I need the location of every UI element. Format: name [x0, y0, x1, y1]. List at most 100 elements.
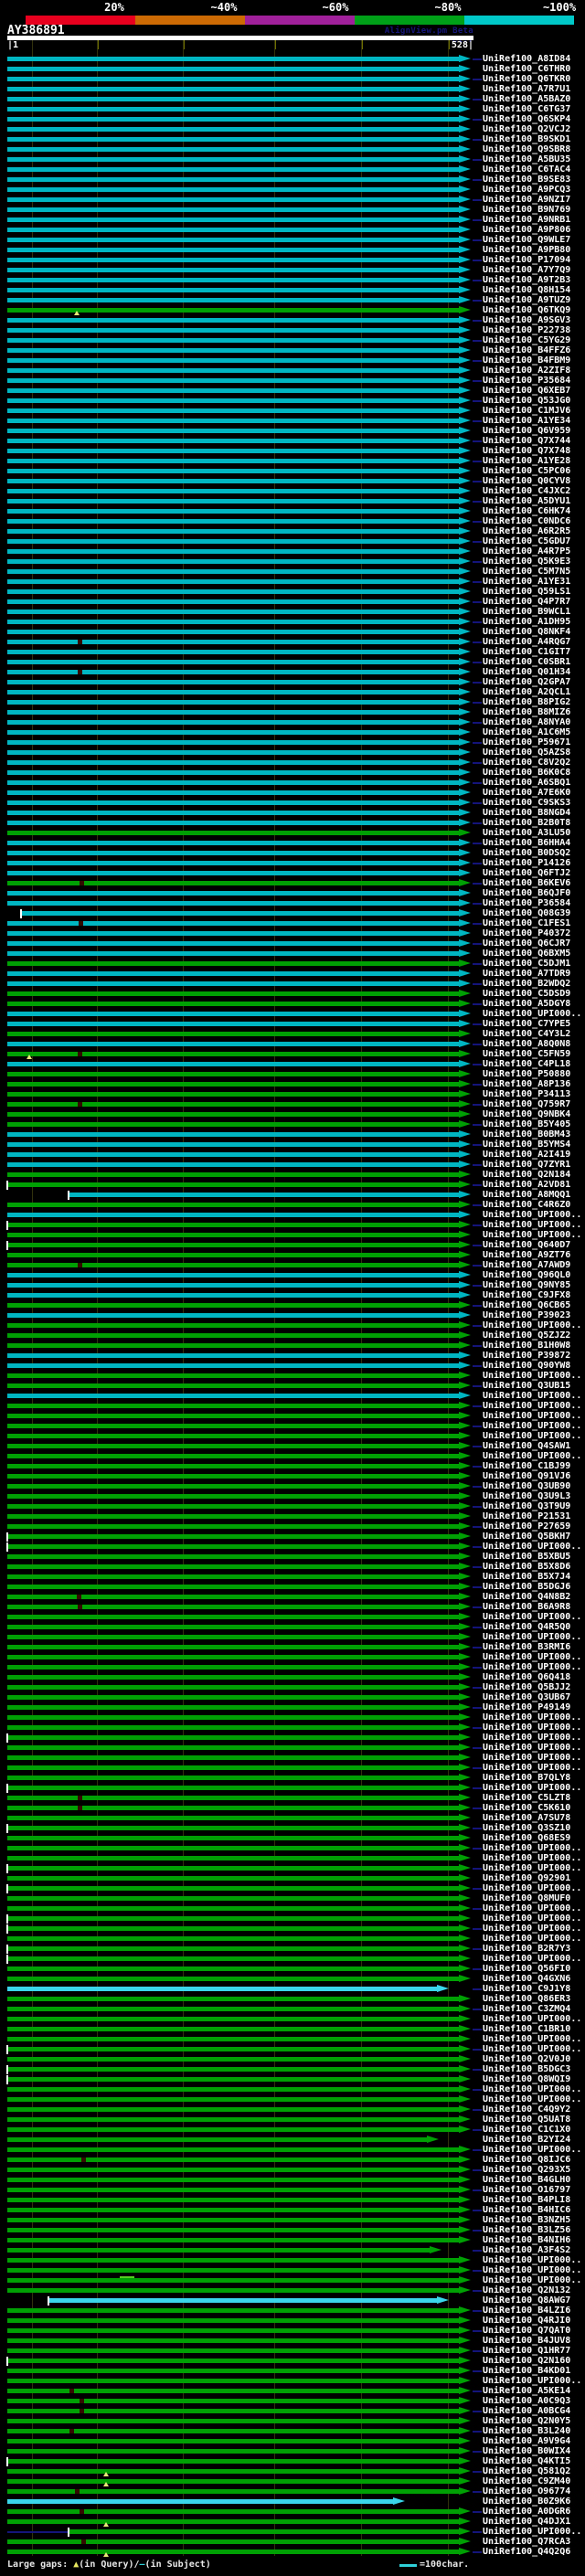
coverage-bar[interactable] — [7, 1564, 459, 1569]
coverage-bar[interactable] — [7, 67, 459, 71]
subject-id-label[interactable]: UniRef100_B6KEV6 — [483, 878, 571, 888]
coverage-bar[interactable] — [7, 700, 459, 705]
coverage-bar[interactable] — [69, 2529, 459, 2534]
coverage-bar[interactable] — [7, 358, 459, 363]
coverage-bar[interactable] — [7, 589, 459, 594]
subject-id-label[interactable]: UniRef100_Q5AZS8 — [483, 747, 571, 758]
coverage-bar[interactable] — [7, 730, 459, 735]
subject-id-label[interactable]: UniRef100_UPI000.. — [483, 1934, 582, 1944]
subject-id-label[interactable]: UniRef100_B4FBM9 — [483, 355, 571, 366]
subject-id-label[interactable]: UniRef100_A5DGY8 — [483, 999, 571, 1009]
coverage-bar[interactable] — [7, 1675, 459, 1680]
subject-id-label[interactable]: UniRef100_UPI000.. — [483, 1220, 582, 1230]
coverage-bar[interactable] — [7, 147, 459, 152]
coverage-bar[interactable] — [7, 479, 459, 483]
subject-id-label[interactable]: UniRef100_UPI000.. — [483, 2255, 582, 2265]
coverage-bar[interactable] — [7, 1936, 459, 1941]
coverage-bar[interactable] — [7, 1042, 459, 1046]
subject-id-label[interactable]: UniRef100_A9SGV3 — [483, 315, 571, 325]
coverage-bar[interactable] — [7, 97, 459, 101]
subject-id-label[interactable]: UniRef100_Q8H154 — [483, 285, 571, 295]
subject-id-label[interactable]: UniRef100_A4RQG7 — [483, 637, 571, 647]
coverage-bar[interactable] — [7, 610, 459, 614]
coverage-bar[interactable] — [7, 2057, 459, 2062]
coverage-bar[interactable] — [7, 77, 459, 81]
coverage-bar[interactable] — [7, 1102, 459, 1107]
coverage-bar[interactable] — [7, 2007, 459, 2011]
subject-id-label[interactable]: UniRef100_Q9SBR8 — [483, 144, 571, 154]
subject-id-label[interactable]: UniRef100_UPI000.. — [483, 1371, 582, 1381]
coverage-bar[interactable] — [7, 2479, 459, 2484]
subject-id-label[interactable]: UniRef100_C9JFX8 — [483, 1290, 571, 1300]
coverage-bar[interactable] — [7, 811, 459, 815]
subject-id-label[interactable]: UniRef100_C6TG37 — [483, 104, 571, 114]
coverage-bar[interactable] — [7, 1082, 459, 1087]
coverage-bar[interactable] — [7, 1997, 459, 2001]
coverage-bar[interactable] — [7, 1615, 459, 1619]
coverage-bar[interactable] — [7, 1886, 459, 1891]
coverage-bar[interactable] — [7, 2509, 459, 2514]
subject-id-label[interactable]: UniRef100_Q96QL0 — [483, 1270, 571, 1280]
coverage-bar[interactable] — [7, 2539, 459, 2544]
subject-id-label[interactable]: UniRef100_UPI000.. — [483, 2376, 582, 2386]
coverage-bar[interactable] — [7, 207, 459, 212]
coverage-bar[interactable] — [7, 1946, 459, 1951]
subject-id-label[interactable]: UniRef100_B5XBU5 — [483, 1552, 571, 1562]
subject-id-label[interactable]: UniRef100_A7AWD9 — [483, 1260, 571, 1270]
subject-id-label[interactable]: UniRef100_B3NZH5 — [483, 2215, 571, 2225]
coverage-bar[interactable] — [7, 1353, 459, 1358]
subject-id-label[interactable]: UniRef100_Q2N132 — [483, 2285, 571, 2295]
subject-id-label[interactable]: UniRef100_UPI000.. — [483, 1954, 582, 1964]
subject-id-label[interactable]: UniRef100_A8ID84 — [483, 54, 571, 64]
subject-id-label[interactable]: UniRef100_C1BJ99 — [483, 1461, 571, 1471]
subject-id-label[interactable]: UniRef100_A7TDR9 — [483, 969, 571, 979]
subject-id-label[interactable]: UniRef100_C6HK74 — [483, 506, 571, 516]
subject-id-label[interactable]: UniRef100_C6THR0 — [483, 64, 571, 74]
subject-id-label[interactable]: UniRef100_A2QCL1 — [483, 687, 571, 697]
coverage-bar[interactable] — [7, 800, 459, 805]
coverage-bar[interactable] — [7, 1595, 459, 1599]
subject-id-label[interactable]: UniRef100_A9NRB1 — [483, 215, 571, 225]
subject-id-label[interactable]: UniRef100_A1YE28 — [483, 456, 571, 466]
subject-id-label[interactable]: UniRef100_UPI000.. — [483, 2145, 582, 2155]
coverage-bar[interactable] — [7, 921, 459, 926]
coverage-bar[interactable] — [7, 57, 459, 61]
subject-id-label[interactable]: UniRef100_A0C9Q3 — [483, 2396, 571, 2406]
subject-id-label[interactable]: UniRef100_A6R2R5 — [483, 526, 571, 536]
coverage-bar[interactable] — [7, 228, 459, 232]
coverage-bar[interactable] — [7, 1263, 459, 1267]
subject-id-label[interactable]: UniRef100_B2R7Y3 — [483, 1944, 571, 1954]
coverage-bar[interactable] — [7, 559, 459, 564]
coverage-bar[interactable] — [7, 298, 459, 302]
coverage-bar[interactable] — [7, 1574, 459, 1579]
coverage-bar[interactable] — [7, 1343, 459, 1348]
coverage-bar[interactable] — [7, 509, 459, 514]
coverage-bar[interactable] — [7, 539, 459, 544]
coverage-bar[interactable] — [7, 1876, 459, 1881]
coverage-bar[interactable] — [7, 1474, 459, 1479]
subject-id-label[interactable]: UniRef100_UPI000.. — [483, 1853, 582, 1863]
coverage-bar[interactable] — [48, 2298, 437, 2303]
subject-id-label[interactable]: UniRef100_UPI000.. — [483, 1230, 582, 1240]
coverage-bar[interactable] — [7, 750, 459, 755]
subject-id-label[interactable]: UniRef100_Q2GPA7 — [483, 677, 571, 687]
subject-id-label[interactable]: UniRef100_Q0CYV8 — [483, 476, 571, 486]
subject-id-label[interactable]: UniRef100_B8NGD4 — [483, 808, 571, 818]
coverage-bar[interactable] — [7, 1112, 459, 1117]
coverage-bar[interactable] — [7, 137, 459, 142]
subject-id-label[interactable]: UniRef100_Q3SZ10 — [483, 1823, 571, 1833]
coverage-bar[interactable] — [7, 1233, 459, 1237]
subject-id-label[interactable]: UniRef100_UPI000.. — [483, 2014, 582, 2024]
coverage-bar[interactable] — [7, 429, 459, 433]
coverage-bar[interactable] — [7, 1122, 459, 1127]
subject-id-label[interactable]: UniRef100_Q3T9U9 — [483, 1501, 571, 1511]
coverage-bar[interactable] — [7, 419, 459, 423]
coverage-bar[interactable] — [7, 1916, 459, 1921]
coverage-bar[interactable] — [7, 1283, 459, 1288]
subject-id-label[interactable]: UniRef100_UPI000.. — [483, 1723, 582, 1733]
subject-id-label[interactable]: UniRef100_Q5BKH7 — [483, 1532, 571, 1542]
coverage-bar[interactable] — [7, 2248, 430, 2253]
subject-id-label[interactable]: UniRef100_A6SBQ1 — [483, 778, 571, 788]
subject-id-label[interactable]: UniRef100_P17094 — [483, 255, 571, 265]
subject-id-label[interactable]: UniRef100_A1YE34 — [483, 416, 571, 426]
